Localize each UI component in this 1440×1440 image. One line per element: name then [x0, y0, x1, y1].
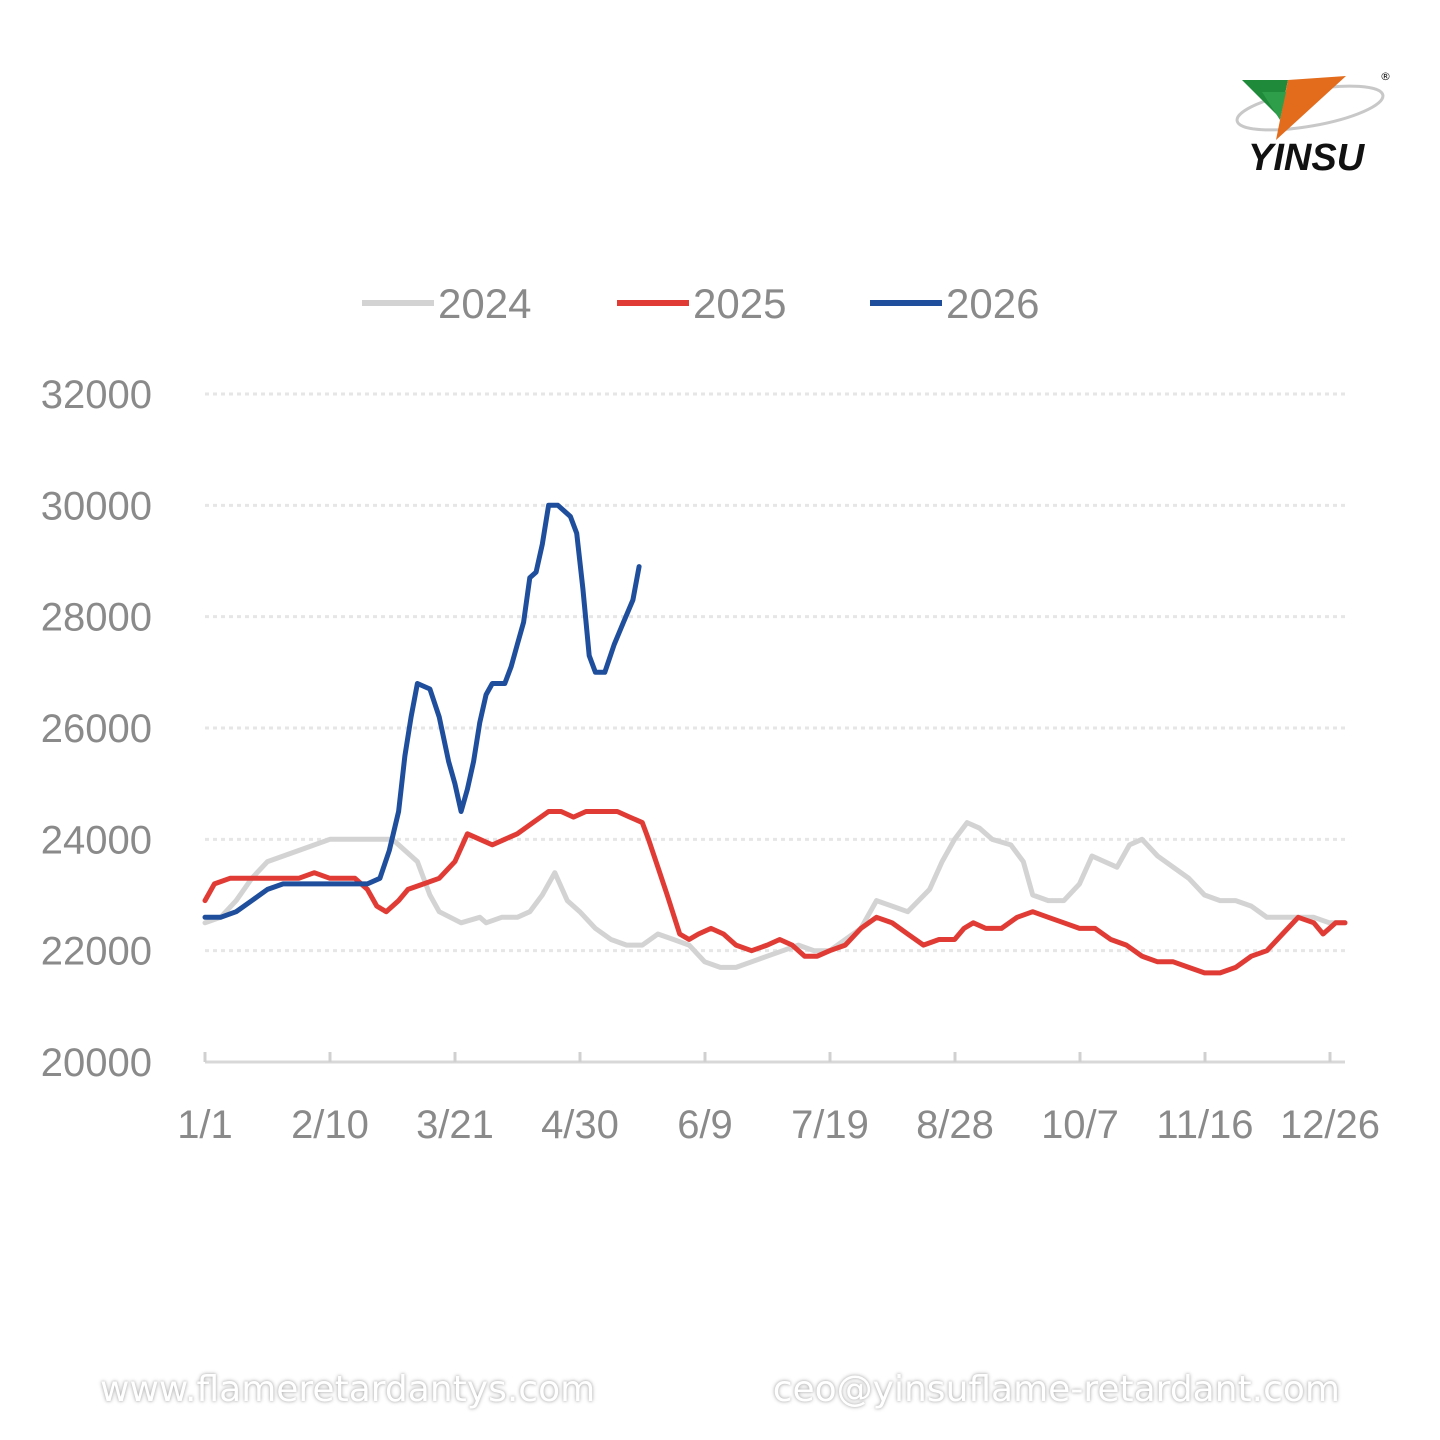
email-link[interactable]: ceo@yinsuflame-retardant.com [772, 1369, 1340, 1410]
series-line-2024 [202, 820, 1348, 970]
x-tick-label: 11/16 [1156, 1103, 1253, 1147]
series-line-2026 [202, 502, 642, 920]
legend-label-2026: 2026 [946, 280, 1039, 327]
y-tick-label: 28000 [41, 596, 152, 640]
y-tick-label: 26000 [41, 707, 152, 751]
x-tick-label: 3/21 [416, 1103, 494, 1147]
x-tick-label: 4/30 [541, 1103, 619, 1147]
registered-mark: ® [1380, 70, 1391, 83]
chart-grid [205, 392, 1345, 953]
x-tick-label: 6/9 [677, 1103, 733, 1147]
y-tick-label: 30000 [41, 484, 152, 528]
series-line-2025 [202, 809, 1348, 976]
y-tick-label: 32000 [41, 373, 152, 417]
logo-text: YINSU [1248, 137, 1366, 179]
chart-legend: 2024 2025 2026 [362, 280, 1039, 327]
x-axis: 1/1 2/10 3/21 4/30 6/9 7/19 8/28 10/7 11/16 12/26 [177, 1052, 1380, 1147]
chart-series [202, 502, 1348, 976]
website-link[interactable]: www.flameretardantys.com [100, 1369, 596, 1410]
line-chart: 2024 2025 2026 20000 22000 24000 26000 28000 30… [41, 280, 1380, 1147]
x-tick-label: 8/28 [916, 1103, 994, 1147]
footer: www.flameretardantys.com ceo@yinsuflame-… [0, 1369, 1440, 1410]
y-tick-label: 20000 [41, 1041, 152, 1085]
y-tick-label: 22000 [41, 930, 152, 974]
legend-label-2025: 2025 [693, 280, 786, 327]
legend-label-2024: 2024 [438, 280, 531, 327]
yinsu-logo-mark: ® YINSU [1235, 70, 1391, 179]
x-tick-label: 7/19 [791, 1103, 869, 1147]
y-axis: 20000 22000 24000 26000 28000 30000 32000 [41, 373, 152, 1085]
x-tick-label: 10/7 [1041, 1103, 1119, 1147]
x-tick-label: 1/1 [177, 1103, 233, 1147]
x-tick-label: 2/10 [291, 1103, 369, 1147]
yinsu-logo: ® YINSU [1228, 62, 1398, 192]
y-tick-label: 24000 [41, 818, 152, 862]
x-tick-label: 12/26 [1280, 1103, 1380, 1147]
